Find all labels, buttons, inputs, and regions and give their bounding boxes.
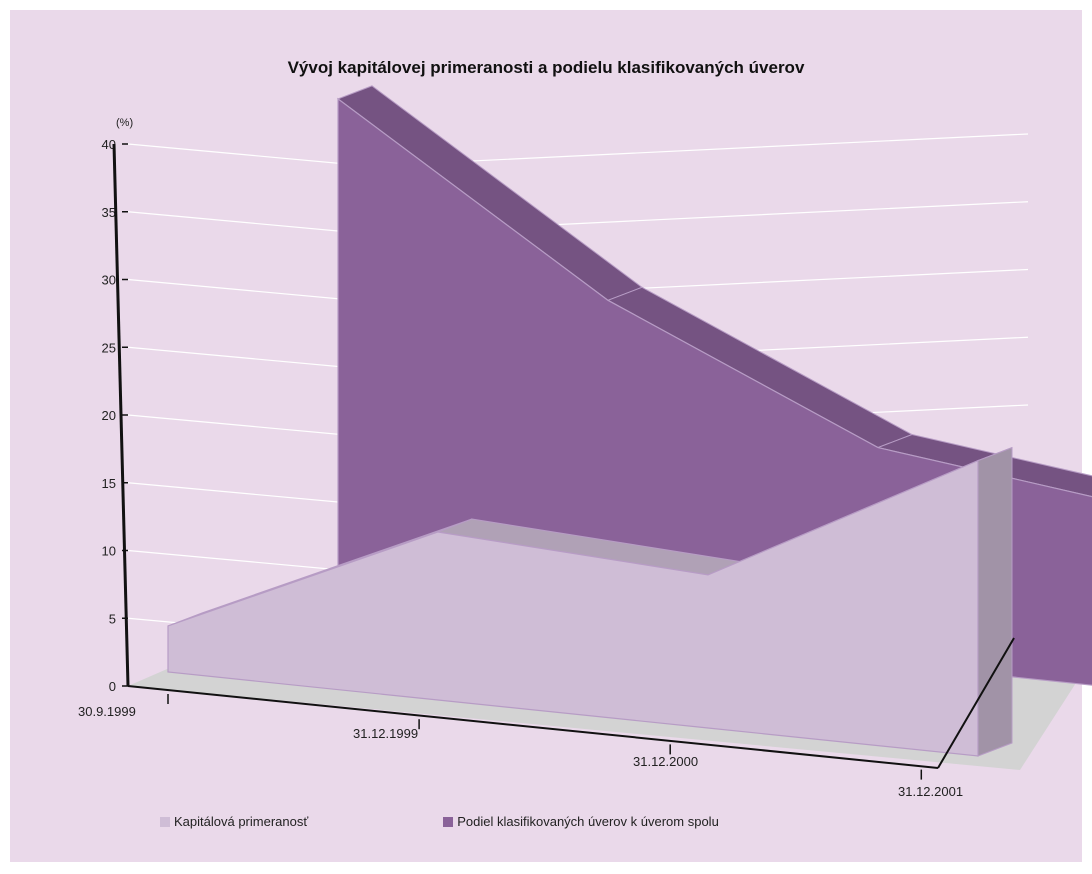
y-tick-label: 30	[102, 273, 116, 288]
y-tick-label: 35	[102, 205, 116, 220]
x-axis	[127, 685, 939, 769]
y-tick-label: 10	[102, 544, 116, 559]
y-tick-label: 5	[109, 611, 116, 626]
y-tick-label: 15	[102, 476, 116, 491]
x-tick-label: 31.12.2000	[633, 754, 698, 769]
legend-label-capital: Kapitálová primeranosť	[174, 814, 309, 829]
legend-swatch-capital	[160, 816, 170, 827]
legend-swatch-loans	[443, 816, 454, 827]
y-tick-label: 40	[102, 137, 116, 152]
y-tick-label: 25	[102, 340, 116, 355]
legend-label-loans: Podiel klasifikovaných úverov k úverom s…	[457, 814, 719, 829]
y-axis	[112, 143, 130, 687]
legend-item-loans: Podiel klasifikovaných úverov k úverom s…	[443, 814, 719, 829]
gridline	[127, 133, 1029, 167]
x-tick-label: 31.12.1999	[353, 726, 418, 741]
legend: Kapitálová primeranosť Podiel klasifikov…	[160, 814, 719, 829]
y-tick-label: 20	[102, 408, 116, 423]
gridline	[127, 201, 1029, 235]
series-end-cap	[977, 446, 1013, 757]
y-axis-label: (%)	[116, 117, 133, 129]
y-tick-label: 0	[109, 679, 116, 694]
depth-axis	[937, 637, 1015, 769]
legend-item-capital: Kapitálová primeranosť	[160, 814, 308, 829]
x-tick-label: 31.12.2001	[898, 784, 963, 799]
chart-title: Vývoj kapitálovej primeranosti a podielu…	[287, 58, 805, 77]
x-tick-label: 30.9.1999	[78, 704, 136, 719]
